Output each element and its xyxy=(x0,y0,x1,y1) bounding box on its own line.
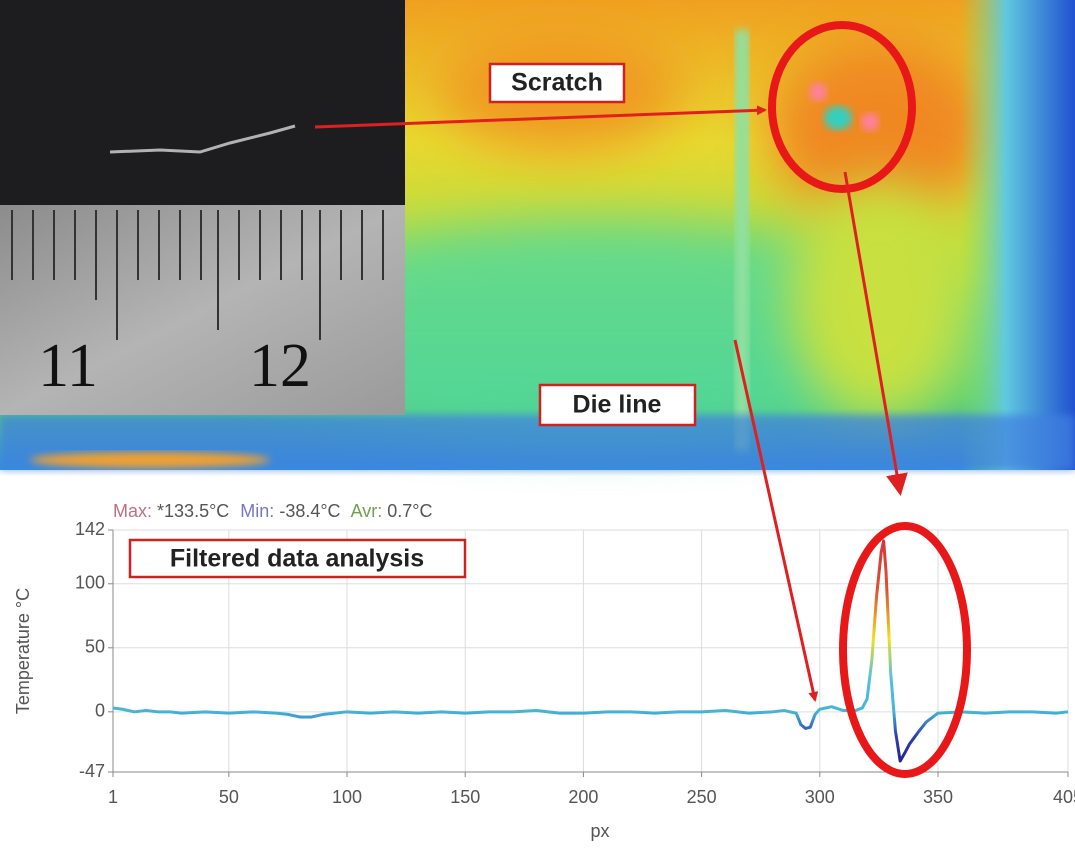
x-tick-label: 350 xyxy=(923,787,953,807)
x-tick-label: 405 xyxy=(1053,787,1075,807)
x-axis-label: px xyxy=(590,821,609,841)
y-tick-label: 0 xyxy=(95,701,105,721)
x-tick-label: 100 xyxy=(332,787,362,807)
scratch-label: Scratch xyxy=(511,69,603,97)
y-tick-label: -47 xyxy=(79,761,105,781)
photo-inset: 11 12 xyxy=(0,0,405,415)
die-line-label: Die line xyxy=(573,391,662,419)
ruler-label: 12 xyxy=(249,332,311,400)
x-tick-label: 50 xyxy=(219,787,239,807)
stat-label: Avr: xyxy=(351,501,383,521)
x-tick-label: 250 xyxy=(687,787,717,807)
stat-value: *133.5°C xyxy=(157,501,229,521)
stat-label: Min: xyxy=(240,501,274,521)
highlight-ellipse xyxy=(843,526,967,774)
y-tick-label: 100 xyxy=(75,573,105,593)
x-tick-label: 150 xyxy=(450,787,480,807)
stat-value: -38.4°C xyxy=(279,501,340,521)
x-tick-label: 200 xyxy=(568,787,598,807)
annotation: Filtered data analysis xyxy=(170,545,424,573)
y-tick-label: 50 xyxy=(85,637,105,657)
ruler-label: 11 xyxy=(38,332,98,400)
x-tick-label: 300 xyxy=(805,787,835,807)
stats: Max: *133.5°C Min: -38.4°C Avr: 0.7°C xyxy=(113,501,433,521)
y-tick-label: 142 xyxy=(75,519,105,539)
x-tick-label: 1 xyxy=(108,787,118,807)
figure: 11 12 Scratch Die line Max: *133.5°C Min… xyxy=(0,0,1075,849)
stat-value: 0.7°C xyxy=(387,501,432,521)
stat-label: Max: xyxy=(113,501,152,521)
y-axis-label: Temperature °C xyxy=(13,588,33,714)
